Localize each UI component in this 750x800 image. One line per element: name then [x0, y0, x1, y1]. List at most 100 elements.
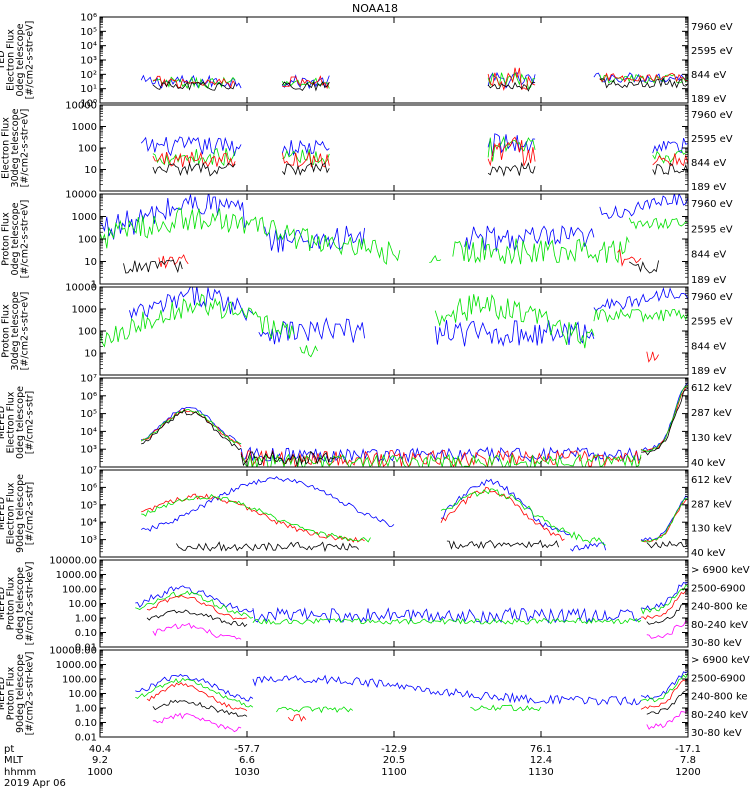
panel-frame — [99, 16, 689, 104]
series-green-line — [628, 217, 688, 230]
y-tick-label: 100 — [78, 327, 97, 338]
panel-ted-e-30: 10 100 1000 10000 Electron Flux30deg telesco… — [1, 101, 733, 194]
series-blue-line — [640, 495, 688, 541]
figure-title: NOAA18 — [352, 2, 398, 15]
series-red-line — [146, 682, 248, 712]
series-red-line — [240, 449, 642, 467]
series-green-line — [434, 294, 595, 349]
legend-entry: 7960 eV — [691, 110, 733, 121]
x-row-label: 2019 Apr 06 — [4, 778, 66, 789]
series-green-line — [640, 385, 688, 453]
series-red-line — [141, 493, 365, 543]
legend-entry: > 6900 keV — [691, 655, 750, 666]
series-blue-line — [140, 476, 395, 532]
series-green-line — [135, 590, 254, 619]
y-tick-label: 100.00 — [62, 675, 97, 686]
series-red-line — [617, 248, 642, 267]
series-black-line — [152, 699, 248, 717]
series-green-line — [640, 584, 688, 615]
series-black-line — [146, 609, 248, 628]
series-magenta-line — [152, 622, 242, 640]
series-blue-line — [570, 542, 607, 552]
legend-entry: 40 keV — [691, 548, 725, 559]
y-axis-label: Proton Flux0deg telescope[#/cm2-s-str-eV… — [1, 200, 31, 279]
series-green-line — [640, 497, 688, 543]
series-black-line — [152, 161, 236, 177]
series-blue-line — [264, 225, 365, 253]
series-group — [140, 67, 688, 92]
panel-ted-p-30: 10 100 1000 10000 Proton Flux30deg telescope… — [1, 283, 733, 378]
y-tick-label: 10000.00 — [49, 646, 97, 657]
y-tick-label: 10³ — [80, 445, 97, 456]
x-row-label: pt — [4, 744, 14, 755]
series-blue-line — [640, 581, 688, 611]
series-green-line — [240, 453, 642, 467]
x-tick-label-pt: 76.1 — [530, 744, 552, 755]
series-blue-line — [599, 194, 688, 219]
legend-entry: 189 eV — [691, 182, 726, 193]
legend-entry: 7960 eV — [691, 292, 733, 303]
x-tick-label-hhmm: 1130 — [528, 767, 553, 778]
x-tick-label-mlt: 6.6 — [239, 755, 255, 766]
series-red-line — [146, 594, 248, 620]
panel-frame — [99, 104, 689, 192]
x-tick-label-mlt: 9.2 — [92, 755, 108, 766]
series-black-line — [641, 387, 688, 456]
series-black-line — [487, 81, 536, 92]
y-tick-label: 10⁷ — [80, 466, 97, 477]
legend-entry: 612 keV — [691, 475, 732, 486]
series-red-line — [152, 151, 236, 168]
y-tick-label: 1000.00 — [56, 570, 97, 581]
series-black-line — [652, 162, 688, 176]
y-axis-label: MEPEDProton Flux0deg telescope[#/cm2-s-s… — [0, 562, 35, 646]
x-tick-label-hhmm: 1000 — [87, 767, 112, 778]
x-tick-label-hhmm: 1200 — [675, 767, 700, 778]
legend-entry: 7960 eV — [691, 199, 733, 210]
series-green-line — [440, 488, 606, 546]
x-tick-label-pt: -12.9 — [381, 744, 407, 755]
series-red-line — [599, 72, 688, 83]
series-blue-line — [281, 139, 330, 158]
legend-entry: 240-800 ke — [691, 692, 748, 703]
series-black-line — [281, 162, 330, 176]
legend-entry: 2500-6900 — [691, 583, 746, 594]
series-red-line — [640, 588, 688, 620]
series-group — [135, 581, 688, 640]
series-green-line — [100, 293, 295, 348]
series-blue-line — [240, 446, 642, 464]
y-axis-label: MEPEDElectron Flux90deg telescope[#/cm2-… — [0, 474, 35, 553]
y-tick-label: 10000 — [65, 190, 97, 201]
legend-entry: 2500-6900 — [691, 673, 746, 684]
y-tick-label: 10 — [84, 165, 97, 176]
series-blue-line — [140, 136, 242, 157]
legend-entry: 2595 eV — [691, 134, 733, 145]
series-group — [140, 133, 688, 177]
series-red-line — [640, 678, 688, 710]
series-blue-line — [440, 478, 571, 536]
legend-entry: > 6900 keV — [691, 565, 750, 576]
series-black-line — [446, 539, 559, 550]
panel-meped-p-0: 0.01 0.10 1.00 10.00 100.00 1000.00 10000.00 ME… — [0, 556, 750, 654]
series-black-line — [281, 80, 330, 92]
y-tick-label: 1000.00 — [56, 660, 97, 671]
series-blue-line — [252, 606, 642, 624]
series-green-line — [141, 493, 371, 543]
series-blue-line — [464, 225, 595, 253]
series-red-line — [652, 153, 688, 167]
y-tick-label: 10.00 — [68, 689, 97, 700]
series-blue-line — [640, 670, 688, 700]
x-tick-label-hhmm: 1030 — [234, 767, 259, 778]
series-red-line — [282, 75, 330, 90]
y-tick-label: 10⁵ — [80, 500, 97, 511]
y-tick-label: 10⁶ — [80, 13, 97, 24]
legend-entry: 2595 eV — [691, 46, 733, 57]
x-row-label: hhmm — [4, 767, 36, 778]
legend-entry: 287 keV — [691, 408, 732, 419]
y-tick-label: 10³ — [80, 535, 97, 546]
legend-entry: 2595 eV — [691, 317, 733, 328]
series-black-line — [152, 81, 236, 91]
legend-entry: 7960 eV — [691, 22, 733, 33]
y-tick-label: 10000 — [65, 283, 97, 294]
legend-entry: 30-80 keV — [691, 638, 742, 649]
